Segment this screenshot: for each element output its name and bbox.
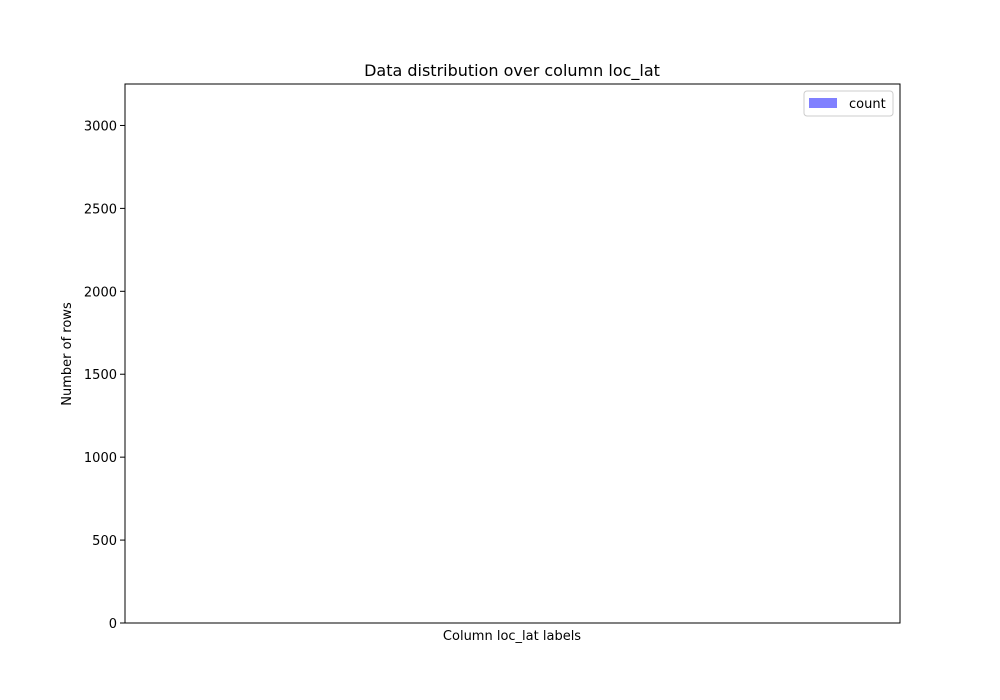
- legend-label-count: count: [849, 97, 886, 112]
- x-axis-label: Column loc_lat labels: [443, 629, 581, 644]
- y-tick-label: 500: [92, 534, 117, 549]
- legend-swatch-count: [809, 98, 837, 108]
- y-tick-label: 2000: [84, 285, 117, 300]
- y-axis-label: Number of rows: [60, 302, 75, 406]
- chart-title: Data distribution over column loc_lat: [364, 61, 660, 81]
- y-tick-label: 1500: [84, 368, 117, 383]
- y-tick-label: 1000: [84, 451, 117, 466]
- y-tick-label: 2500: [84, 202, 117, 217]
- y-tick-label: 3000: [84, 119, 117, 134]
- legend-box: [803, 90, 894, 117]
- y-axis-ticks: 0 500 1000 1500 2000 2500 3000: [84, 119, 125, 632]
- y-tick-label: 0: [109, 617, 117, 632]
- plot-area-frame: [124, 83, 901, 624]
- legend: count: [803, 90, 894, 117]
